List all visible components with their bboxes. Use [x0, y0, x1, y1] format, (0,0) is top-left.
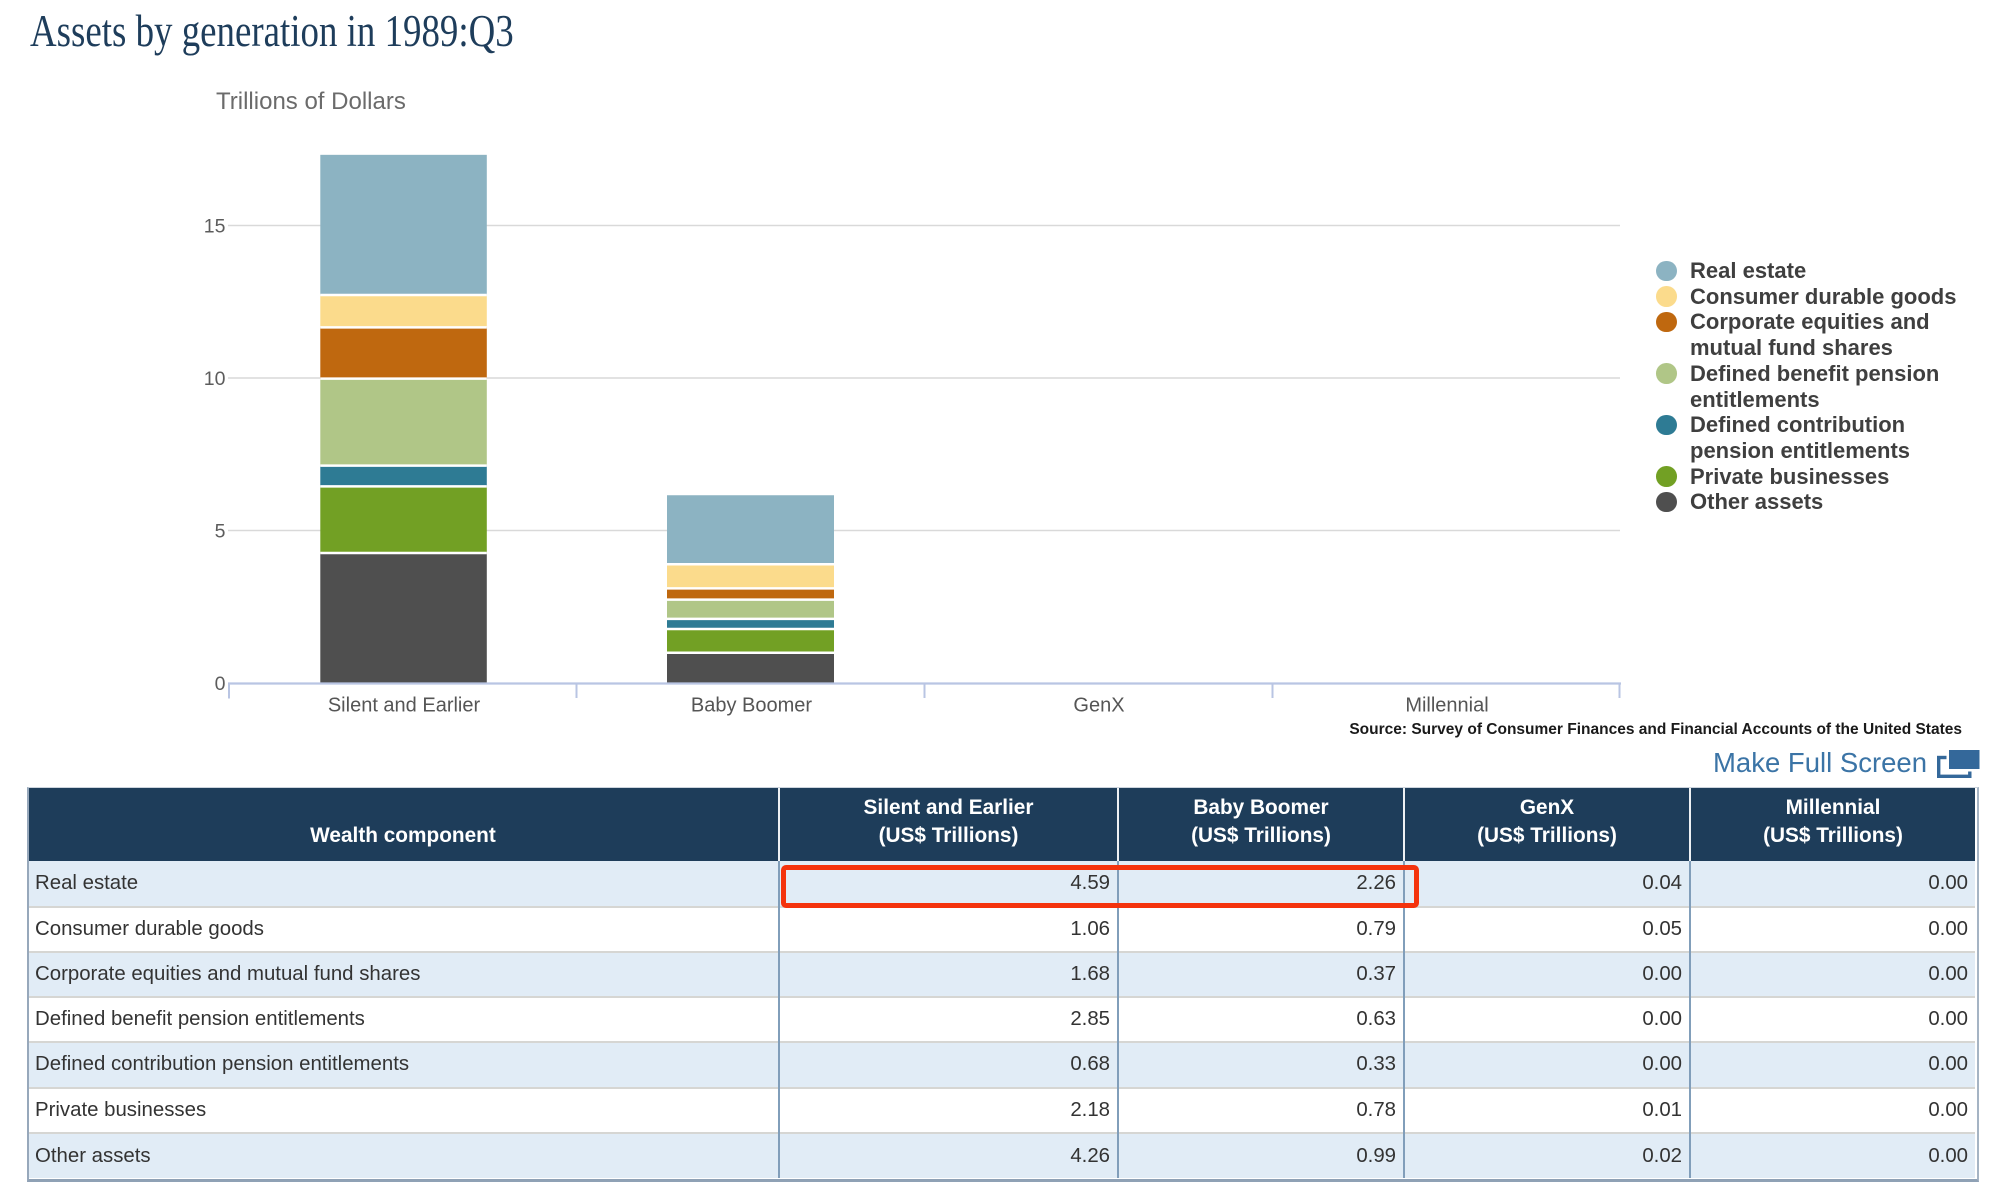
svg-text:5: 5: [215, 521, 226, 543]
svg-text:10: 10: [204, 368, 226, 390]
svg-text:Millennial: Millennial: [1405, 695, 1488, 717]
svg-text:15: 15: [204, 216, 226, 238]
svg-text:Baby Boomer: Baby Boomer: [691, 695, 813, 717]
svg-text:Silent and Earlier: Silent and Earlier: [328, 695, 481, 717]
svg-text:0: 0: [215, 673, 226, 695]
svg-text:GenX: GenX: [1073, 695, 1124, 717]
